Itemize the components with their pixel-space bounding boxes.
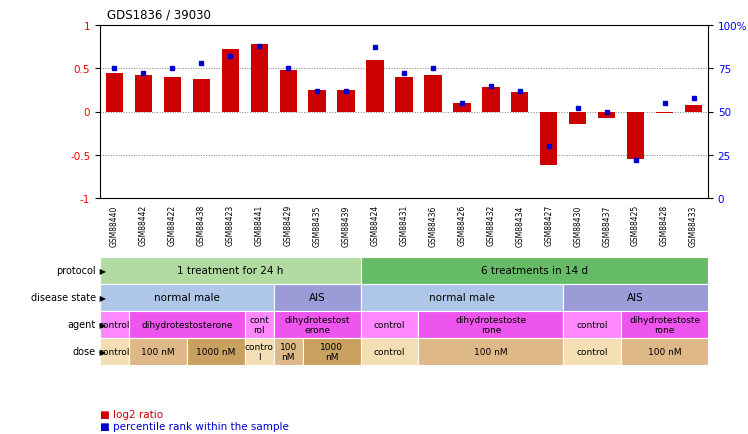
Bar [193,79,210,112]
Text: normal male: normal male [429,293,495,303]
Text: ▶: ▶ [96,347,106,356]
Bar [135,76,152,112]
Text: ▶: ▶ [96,266,106,275]
Bar [187,338,245,365]
Text: agent: agent [68,320,96,330]
Bar [621,311,708,338]
Bar [598,112,616,118]
Text: AIS: AIS [309,293,325,303]
Bar [511,93,529,112]
Bar [424,76,441,112]
Bar [274,311,361,338]
Bar [361,311,418,338]
Bar [563,311,621,338]
Bar [245,311,274,338]
Text: AIS: AIS [628,293,644,303]
Bar [482,88,500,112]
Text: ■ log2 ratio: ■ log2 ratio [100,409,163,419]
Bar [100,284,274,311]
Text: 100
nM: 100 nM [280,342,297,361]
Text: 1000
nM: 1000 nM [320,342,343,361]
Bar [656,112,673,114]
Text: ■ percentile rank within the sample: ■ percentile rank within the sample [100,421,289,431]
Bar [308,91,326,112]
Bar [274,338,303,365]
Text: GDS1836 / 39030: GDS1836 / 39030 [108,9,212,22]
Text: 100 nM: 100 nM [648,347,681,356]
Bar [303,338,361,365]
Bar [685,105,702,112]
Bar [100,257,361,284]
Bar [418,311,563,338]
Bar [361,338,418,365]
Text: control: control [577,320,608,329]
Text: dihydrotestoste
rone: dihydrotestoste rone [629,316,700,334]
Bar [245,338,274,365]
Bar [251,45,268,112]
Text: 6 treatments in 14 d: 6 treatments in 14 d [481,266,588,276]
Bar [395,78,413,112]
Text: 1 treatment for 24 h: 1 treatment for 24 h [177,266,283,276]
Bar [453,104,470,112]
Bar [100,338,129,365]
Bar [280,71,297,112]
Bar [361,257,708,284]
Text: ▶: ▶ [96,320,106,329]
Bar [563,284,708,311]
Bar [418,338,563,365]
Bar [129,338,187,365]
Text: protocol: protocol [56,266,96,276]
Text: cont
rol: cont rol [249,316,269,334]
Bar [129,311,245,338]
Text: dihydrotestosterone: dihydrotestosterone [141,320,233,329]
Text: normal male: normal male [154,293,220,303]
Text: 1000 nM: 1000 nM [196,347,236,356]
Text: dihydrotestoste
rone: dihydrotestoste rone [456,316,527,334]
Text: control: control [99,347,130,356]
Bar [337,91,355,112]
Text: control: control [577,347,608,356]
Text: control: control [374,320,405,329]
Bar [367,60,384,112]
Text: dihydrotestost
erone: dihydrotestost erone [284,316,350,334]
Bar [563,338,621,365]
Text: dose: dose [73,347,96,357]
Bar [100,311,129,338]
Bar [627,112,644,160]
Text: 100 nM: 100 nM [474,347,508,356]
Text: ▶: ▶ [96,293,106,302]
Text: disease state: disease state [31,293,96,303]
Bar [164,78,181,112]
Bar [540,112,557,166]
Text: 100 nM: 100 nM [141,347,175,356]
Bar [221,50,239,112]
Text: control: control [374,347,405,356]
Text: control: control [99,320,130,329]
Text: contro
l: contro l [245,342,274,361]
Bar [361,284,563,311]
Bar [105,73,123,112]
Bar [274,284,361,311]
Bar [621,338,708,365]
Bar [569,112,586,125]
